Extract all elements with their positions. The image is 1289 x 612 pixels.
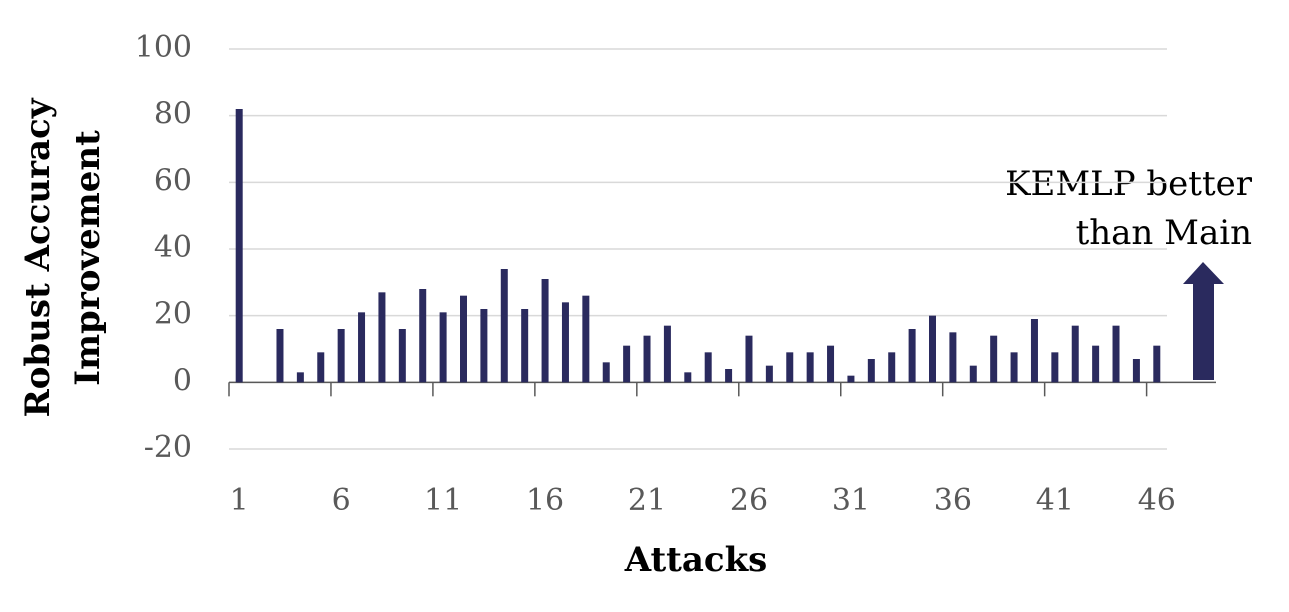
x-axis-title: Attacks xyxy=(624,540,768,580)
bar xyxy=(500,269,508,383)
y-tick-label: 20 xyxy=(154,297,192,332)
y-axis-title-line: Robust Accuracy xyxy=(18,97,58,417)
bar xyxy=(765,365,773,383)
x-tick-label: 36 xyxy=(934,483,972,518)
bar xyxy=(1092,345,1100,383)
bar xyxy=(643,335,651,383)
bar xyxy=(439,312,447,383)
x-tick-label: 11 xyxy=(424,483,462,518)
bar xyxy=(317,352,325,383)
bar xyxy=(1030,319,1038,383)
bar xyxy=(806,352,814,383)
bar xyxy=(908,329,916,383)
bar xyxy=(1112,325,1120,383)
bar xyxy=(684,372,692,383)
bar xyxy=(419,289,427,383)
bar xyxy=(786,352,794,383)
x-tick-label: 26 xyxy=(730,483,768,518)
annotation: KEMLP better xyxy=(1005,164,1253,204)
bar xyxy=(521,309,529,383)
bar xyxy=(378,292,386,383)
bar xyxy=(969,365,977,383)
bar xyxy=(949,332,957,383)
x-tick-label: 31 xyxy=(832,483,870,518)
arrow xyxy=(1183,262,1224,380)
x-tick-label: 46 xyxy=(1138,483,1176,518)
bar xyxy=(704,352,712,383)
bar xyxy=(296,372,304,383)
bar xyxy=(827,345,835,383)
y-axis-title: Robust Accuracy Improvement xyxy=(18,97,108,417)
bar xyxy=(276,329,284,383)
x-tick-label: 41 xyxy=(1036,483,1074,518)
bar xyxy=(602,362,610,383)
bar xyxy=(1051,352,1059,383)
bar xyxy=(460,295,467,383)
x-tick-label: 16 xyxy=(526,483,564,518)
bar xyxy=(480,309,488,383)
bar xyxy=(541,279,549,383)
bar xyxy=(847,375,855,383)
bar xyxy=(1132,359,1140,383)
y-tick-label: 80 xyxy=(154,97,192,132)
bar xyxy=(1153,345,1161,383)
bar xyxy=(745,335,753,383)
annotation: than Main xyxy=(1076,213,1252,253)
bar xyxy=(1010,352,1018,383)
bar xyxy=(398,329,406,383)
y-tick-label: 100 xyxy=(135,30,192,65)
bar xyxy=(990,335,998,383)
x-tick-label: 1 xyxy=(230,483,249,518)
y-tick-label: 40 xyxy=(154,230,192,265)
x-tick-label: 6 xyxy=(332,483,351,518)
bar xyxy=(623,345,631,383)
bar xyxy=(358,312,366,383)
y-tick-label: 0 xyxy=(173,363,192,398)
y-axis-title-line: Improvement xyxy=(68,130,108,386)
bar xyxy=(929,315,936,383)
bar xyxy=(337,329,345,383)
bar xyxy=(663,325,671,383)
bar xyxy=(561,302,569,383)
bar xyxy=(235,109,243,383)
bar xyxy=(867,359,875,383)
y-tick-label: -20 xyxy=(144,430,192,465)
x-tick-label: 21 xyxy=(628,483,666,518)
bar xyxy=(888,352,896,383)
y-tick-label: 60 xyxy=(154,163,192,198)
bar xyxy=(725,369,733,383)
bar xyxy=(582,295,590,383)
bar xyxy=(1071,325,1079,383)
